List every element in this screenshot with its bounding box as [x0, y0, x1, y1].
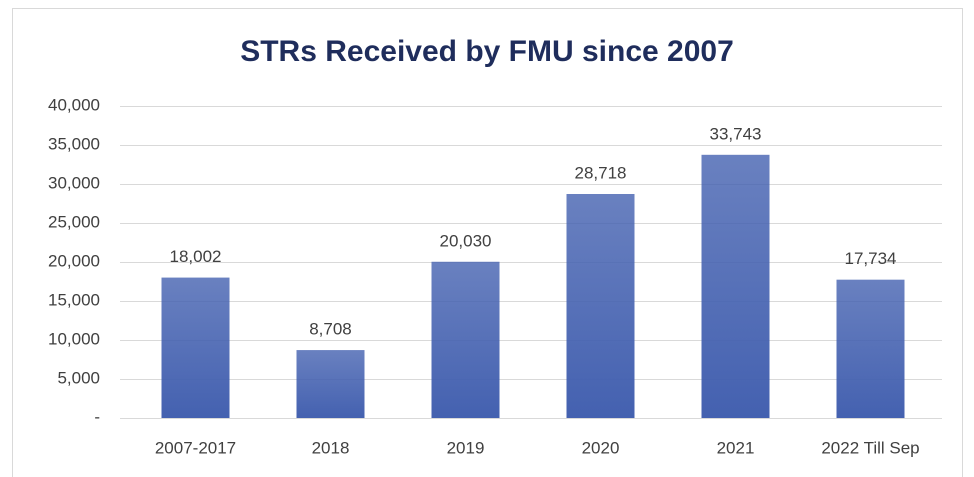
data-label: 18,002: [170, 247, 222, 266]
data-label: 8,708: [309, 320, 352, 339]
x-tick-label: 2018: [312, 438, 350, 457]
y-tick-label: 40,000: [48, 95, 100, 114]
x-tick-label: 2019: [447, 438, 485, 457]
data-label: 17,734: [845, 249, 897, 268]
bar: [566, 193, 635, 418]
y-tick-label: -: [94, 407, 100, 426]
x-tick-label: 2021: [717, 438, 755, 457]
bar: [161, 277, 230, 418]
y-tick-label: 30,000: [48, 173, 100, 192]
data-label: 28,718: [575, 163, 627, 182]
data-label: 33,743: [710, 124, 762, 143]
y-tick-label: 20,000: [48, 251, 100, 270]
data-label: 20,030: [440, 231, 492, 250]
chart-border: [12, 8, 963, 477]
bar: [701, 154, 770, 418]
y-tick-label: 10,000: [48, 329, 100, 348]
y-tick-label: 25,000: [48, 212, 100, 231]
bar: [836, 279, 905, 418]
y-tick-label: 5,000: [57, 368, 100, 387]
bar: [296, 350, 365, 418]
x-tick-label: 2020: [582, 438, 620, 457]
y-tick-label: 35,000: [48, 134, 100, 153]
y-tick-label: 15,000: [48, 290, 100, 309]
bar: [431, 261, 500, 418]
chart-title: STRs Received by FMU since 2007: [240, 35, 734, 68]
x-tick-label: 2022 Till Sep: [821, 438, 919, 457]
x-tick-label: 2007-2017: [155, 438, 236, 457]
